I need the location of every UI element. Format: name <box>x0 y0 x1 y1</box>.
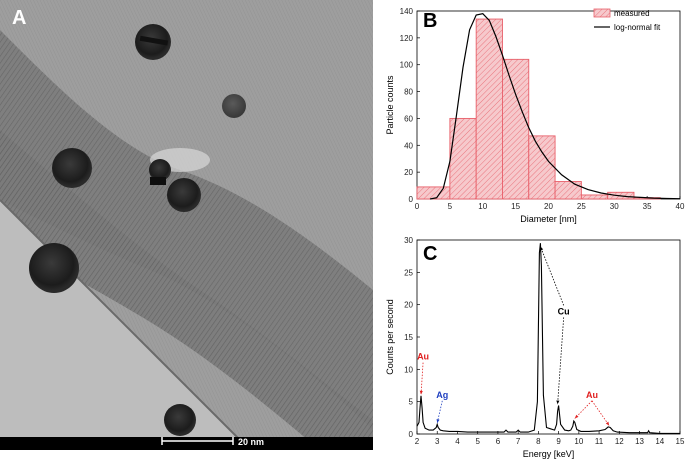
chart-c-x-tick-label: 5 <box>475 437 480 446</box>
peak-arrow <box>557 317 565 405</box>
chart-c-x-tick-label: 6 <box>496 437 501 446</box>
histogram-bar <box>528 135 556 200</box>
peak-arrowhead <box>556 400 560 405</box>
chart-c-y-tick-label: 15 <box>404 333 413 342</box>
histogram-bar <box>502 58 530 200</box>
panel-label-b: B <box>423 10 437 32</box>
peak-label: Au <box>417 352 429 362</box>
peak-arrow <box>540 246 565 306</box>
peak-arrow <box>574 400 593 419</box>
chart-c-y-tick-label: 25 <box>404 268 413 277</box>
peak-arrow <box>436 400 443 424</box>
chart-c-y-axis-label: Counts per second <box>385 299 395 375</box>
tem-micrograph: 20 nm A <box>0 0 373 450</box>
peak-arrowhead <box>574 414 579 419</box>
peak-label: Au <box>586 390 598 400</box>
legend-label-measured: measured <box>614 9 650 18</box>
chart-b-y-tick-label: 80 <box>404 88 413 97</box>
chart-b-x-tick-label: 0 <box>415 202 420 211</box>
nanoparticle <box>167 178 201 212</box>
chart-c-x-tick-label: 7 <box>516 437 521 446</box>
chart-c-y-tick-label: 10 <box>404 365 413 374</box>
legend-swatch-measured <box>593 8 611 18</box>
chart-b-y-tick-label: 20 <box>404 168 413 177</box>
nanoparticle <box>52 148 92 188</box>
nanoparticle <box>164 404 196 436</box>
chart-c-x-tick-label: 3 <box>435 437 440 446</box>
peak-label: Cu <box>558 306 570 316</box>
chart-c-y-tick-label: 20 <box>404 301 413 310</box>
chart-c-y-tick-label: 5 <box>409 398 414 407</box>
chart-b-x-tick-label: 10 <box>478 202 487 211</box>
chart-b: 0 5 10 15 20 25 30 35 40 0 20 40 60 80 100 120 140 Diamet… <box>385 7 685 224</box>
histogram-bar <box>475 18 503 200</box>
chart-b-y-tick-label: 60 <box>404 114 413 123</box>
chart-c: 2 3 4 5 6 7 8 9 10 11 12 13 14 15 0 5 10 15 20 25 30 Energy [… <box>385 236 685 459</box>
chart-c-y-tick-label: 30 <box>404 236 413 245</box>
panel-label-c: C <box>423 243 437 265</box>
chart-b-x-tick-label: 20 <box>544 202 553 211</box>
chart-b-y-tick-label: 100 <box>400 61 414 70</box>
peak-arrow <box>420 362 424 395</box>
chart-b-x-tick-label: 5 <box>448 202 453 211</box>
nanoparticle <box>149 159 171 181</box>
peak-arrow <box>591 400 610 426</box>
chart-c-x-tick-label: 8 <box>536 437 541 446</box>
chart-b-y-tick-label: 0 <box>409 195 414 204</box>
chart-b-x-tick-label: 15 <box>511 202 520 211</box>
peak-arrowhead <box>436 419 440 424</box>
peak-label: Ag <box>436 390 448 400</box>
spectrum-line <box>416 243 680 434</box>
chart-c-x-tick-label: 9 <box>556 437 561 446</box>
peak-arrowhead <box>540 246 544 251</box>
chart-b-x-tick-label: 30 <box>610 202 619 211</box>
chart-c-y-tick-label: 0 <box>409 430 414 439</box>
scale-bar-label: 20 nm <box>238 437 264 447</box>
chart-c-x-tick-label: 2 <box>415 437 420 446</box>
histogram-bar <box>416 186 451 200</box>
chart-c-x-tick-label: 13 <box>635 437 644 446</box>
chart-b-y-tick-label: 40 <box>404 141 413 150</box>
chart-c-x-tick-label: 14 <box>655 437 664 446</box>
chart-b-y-tick-label: 140 <box>400 7 414 16</box>
chart-b-x-tick-label: 40 <box>676 202 685 211</box>
nanoparticle <box>222 94 246 118</box>
nanoparticle <box>29 243 79 293</box>
chart-c-x-tick-label: 4 <box>455 437 460 446</box>
chart-b-x-axis-label: Diameter [nm] <box>520 214 577 224</box>
legend-label-fit: log-normal fit <box>614 23 661 32</box>
panel-label-a: A <box>12 7 26 29</box>
chart-b-y-tick-label: 120 <box>400 34 414 43</box>
chart-b-legend: measured log-normal fit <box>593 8 661 32</box>
chart-c-x-tick-label: 15 <box>676 437 685 446</box>
chart-c-plot-frame <box>416 239 681 435</box>
chart-c-x-tick-label: 10 <box>574 437 583 446</box>
chart-b-x-tick-label: 35 <box>643 202 652 211</box>
histogram-bar <box>580 194 609 200</box>
chart-c-x-tick-label: 12 <box>615 437 624 446</box>
chart-c-x-tick-label: 11 <box>595 437 604 446</box>
fit-line <box>429 13 681 200</box>
peak-arrowhead <box>419 390 423 395</box>
histogram-bar <box>554 181 582 200</box>
peak-arrowhead <box>605 421 610 426</box>
chart-b-y-axis-label: Particle counts <box>385 75 395 135</box>
chart-c-x-axis-label: Energy [keV] <box>523 449 575 459</box>
chart-b-x-tick-label: 25 <box>577 202 586 211</box>
